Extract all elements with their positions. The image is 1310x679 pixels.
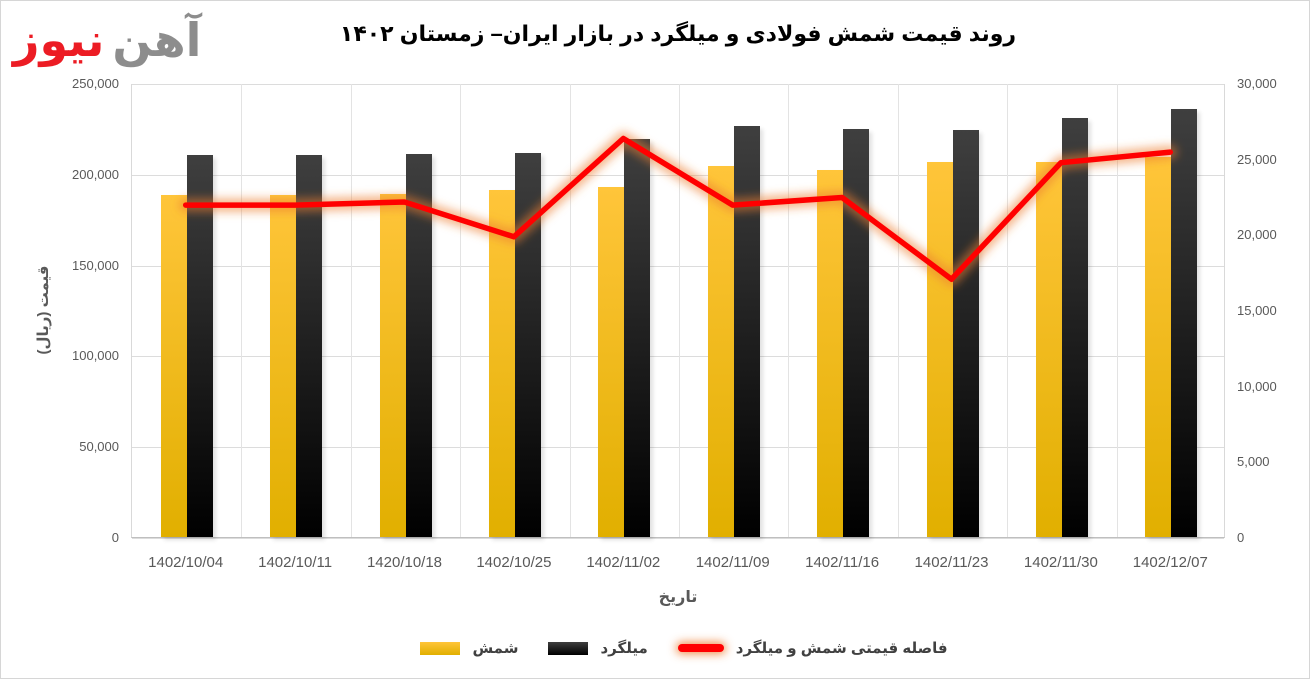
- right-axis-tick: 30,000: [1237, 76, 1277, 91]
- x-axis-tick: 1402/11/09: [695, 554, 770, 571]
- x-axis-tick: 1402/10/11: [258, 554, 333, 571]
- x-axis-tick: 1402/11/23: [914, 554, 989, 571]
- bar-shamsh: [707, 165, 734, 537]
- legend-label: فاصله قیمتی شمش و میلگرد: [735, 640, 948, 657]
- logo-word-red: نیوز: [13, 14, 105, 66]
- bar-milgard: [1171, 109, 1198, 537]
- gridline-vertical: [1116, 84, 1118, 537]
- gridline-vertical: [679, 84, 680, 537]
- x-axis-tick: 1402/12/07: [1132, 554, 1208, 571]
- gridline-horizontal: [132, 356, 1224, 358]
- legend-swatch-bar: [420, 641, 461, 655]
- gridline-vertical: [1007, 84, 1009, 537]
- bar-milgard: [186, 154, 213, 537]
- bar-milgard: [952, 130, 979, 537]
- legend: شمش میلگرد فاصله قیمتی شمش و میلگرد: [29, 639, 1309, 657]
- bar-shamsh: [270, 194, 297, 537]
- left-axis-tick: 200,000: [72, 166, 119, 182]
- ahan-news-logo: آهن نیوز: [13, 7, 233, 73]
- bar-milgard: [1061, 117, 1088, 537]
- x-axis-title: تاریخ: [658, 589, 698, 606]
- gridline-horizontal: [132, 84, 1224, 85]
- gridline-vertical: [788, 84, 790, 537]
- legend-item: شمش: [420, 639, 518, 657]
- bar-shamsh: [1145, 156, 1172, 537]
- bar-milgard: [514, 152, 541, 537]
- bar-shamsh: [598, 187, 625, 537]
- bar-shamsh: [817, 170, 844, 537]
- x-axis-tick: 1402/10/25: [476, 554, 552, 571]
- right-axis-tick: 15,000: [1237, 303, 1277, 318]
- bar-shamsh: [160, 194, 187, 537]
- legend-item: میلگرد: [548, 639, 648, 657]
- left-axis-tick: 100,000: [72, 348, 119, 364]
- gridline-vertical: [460, 84, 462, 537]
- bar-milgard: [733, 125, 760, 537]
- x-axis-tick: 1402/11/16: [805, 554, 880, 571]
- right-axis-tick: 5,000: [1237, 454, 1270, 470]
- gridline-vertical: [569, 84, 571, 537]
- x-axis-tick: 1402/11/30: [1023, 554, 1098, 571]
- x-axis-tick: 1402/11/02: [586, 554, 661, 571]
- bar-shamsh: [1035, 162, 1062, 537]
- right-axis-tick: 10,000: [1237, 378, 1277, 394]
- legend-label: میلگرد: [600, 640, 648, 657]
- bar-milgard: [405, 153, 432, 537]
- left-axis-tick: 150,000: [72, 257, 119, 273]
- legend-item: فاصله قیمتی شمش و میلگرد: [677, 639, 948, 657]
- right-axis-tick: 20,000: [1237, 227, 1277, 243]
- bar-milgard: [296, 154, 323, 537]
- gridline-horizontal: [132, 538, 1224, 539]
- left-axis-tick: 0: [111, 530, 119, 545]
- gridline-horizontal: [132, 447, 1224, 449]
- gridline-vertical: [897, 84, 899, 537]
- chart-title: روند قیمت شمش فولادی و میلگرد در بازار ا…: [339, 21, 1017, 46]
- plot-area: [131, 84, 1225, 539]
- bar-shamsh: [488, 190, 515, 537]
- legend-label: شمش: [472, 640, 519, 657]
- bar-shamsh: [926, 162, 953, 537]
- bar-milgard: [624, 139, 651, 537]
- bar-milgard: [843, 129, 870, 537]
- left-axis-tick: 50,000: [79, 439, 119, 455]
- y-axis-title: قیمت (ریال): [35, 265, 52, 355]
- x-axis-tick: 1402/10/04: [148, 554, 224, 571]
- right-axis-tick: 25,000: [1237, 151, 1277, 167]
- left-axis-tick: 250,000: [72, 76, 119, 91]
- x-axis-tick: 1420/10/18: [366, 554, 443, 571]
- bar-shamsh: [379, 193, 406, 537]
- right-axis-tick: 0: [1237, 530, 1245, 545]
- logo-word-gray: آهن: [112, 14, 202, 66]
- legend-swatch-line: [677, 644, 724, 652]
- gridline-vertical: [350, 84, 352, 537]
- legend-swatch-bar: [548, 641, 589, 655]
- gridline-vertical: [241, 84, 243, 537]
